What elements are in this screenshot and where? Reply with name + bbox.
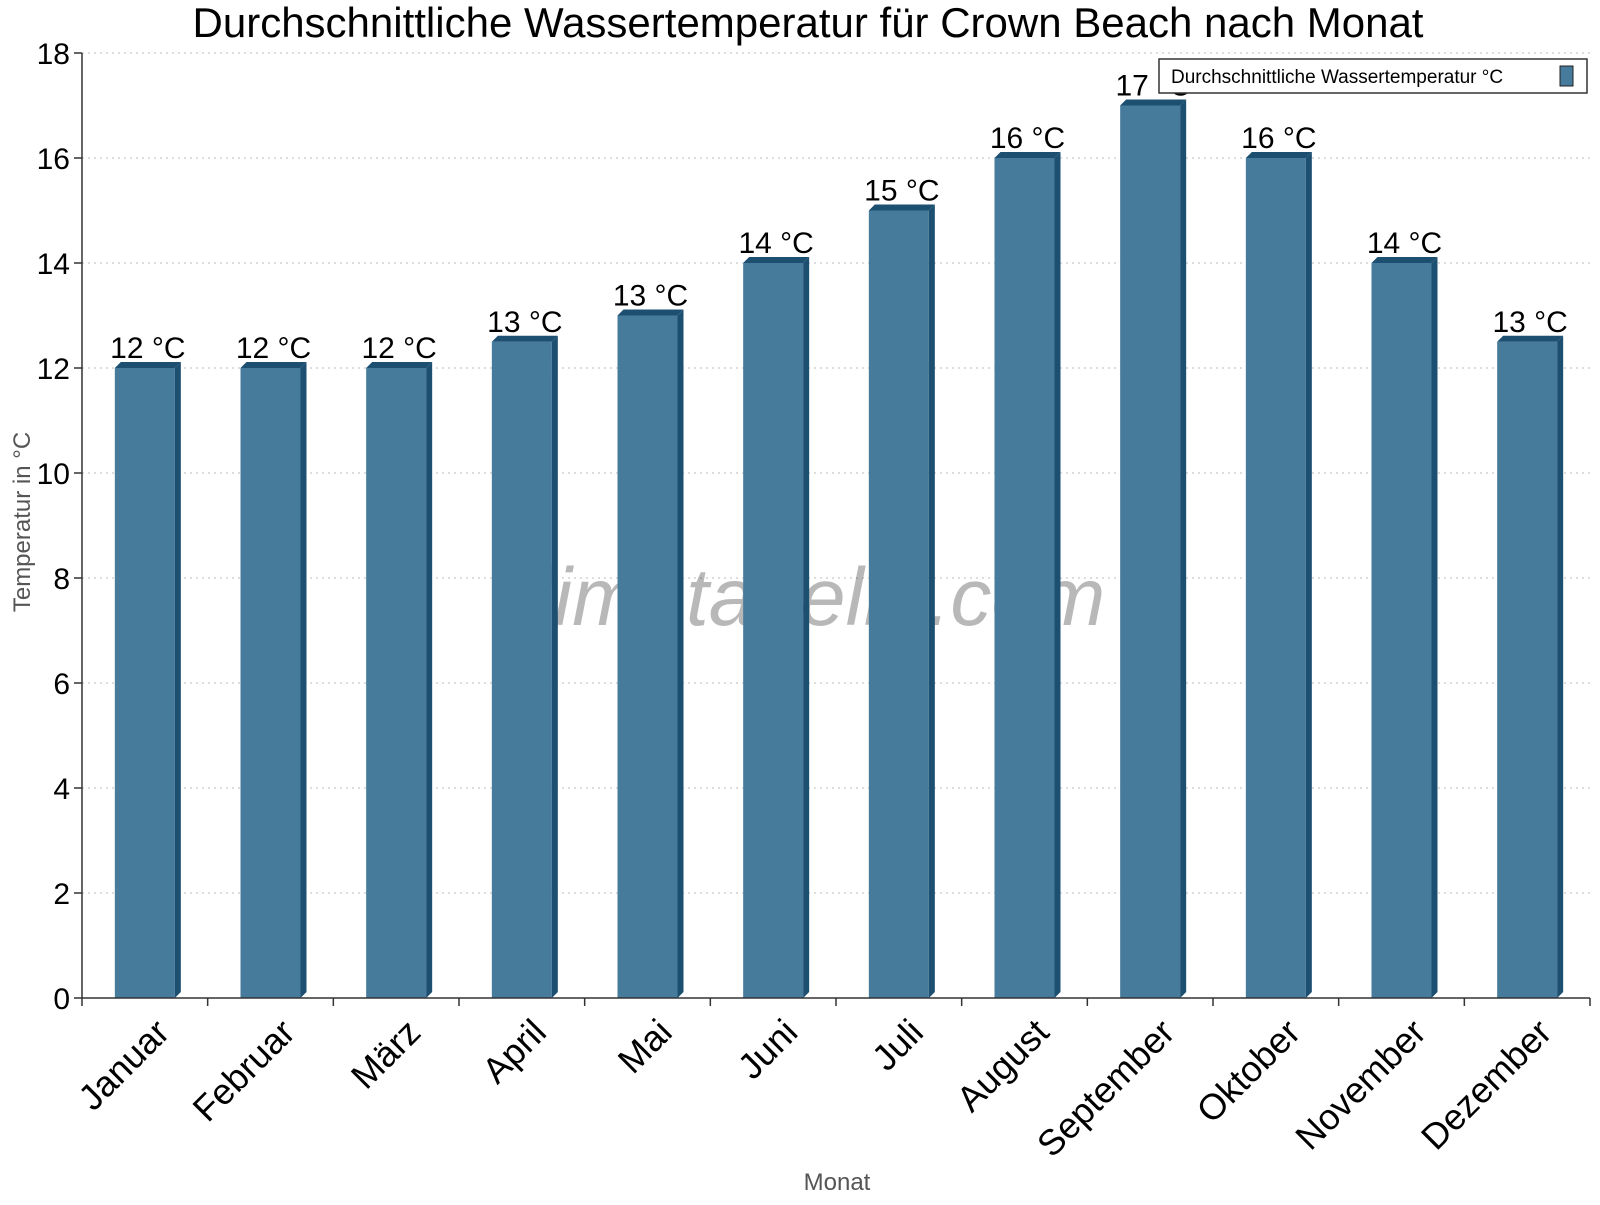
y-axis-title: Temperatur in °C [9,432,36,612]
bar[interactable] [1245,158,1306,998]
data-label: 14 °C [738,227,813,260]
bar-top [366,362,433,368]
bar-side [551,335,558,998]
data-label: 14 °C [1367,227,1442,260]
x-tick-label: März [343,1011,429,1097]
bar-side [677,309,684,998]
x-tick-label: August [948,1011,1056,1119]
y-tick-label: 6 [53,668,70,701]
data-labels: 12 °C 12 °C 12 °C 13 °C 13 °C 14 °C 15 °C 16 °C… [110,70,1568,366]
data-label: 15 °C [864,175,939,208]
x-tick-label: April [474,1011,554,1091]
bar-side [174,362,181,998]
bar[interactable] [1371,263,1432,998]
bar-top [1497,335,1564,342]
data-label: 13 °C [487,306,562,339]
bar-side [1431,257,1438,998]
bar-side [1180,99,1187,998]
bars [114,99,1564,999]
y-tick-label: 0 [53,983,70,1016]
bar-side [300,362,307,998]
bar[interactable] [366,368,427,998]
bar[interactable] [994,158,1055,998]
bar-top [1245,152,1312,158]
y-tick-label: 4 [53,773,70,806]
bar-top [240,362,307,368]
y-tick-label: 14 [37,248,70,281]
x-tick-label: Mai [610,1011,680,1081]
x-tick-label: Oktober [1188,1011,1308,1131]
bar-side [1305,152,1312,998]
data-label: 16 °C [990,122,1065,155]
bar[interactable] [1120,105,1181,999]
legend-swatch [1559,65,1574,87]
data-label: 13 °C [1492,306,1567,339]
bar-top [1120,99,1187,106]
bar-top [868,204,935,211]
bar-top [114,362,181,368]
legend-label: Durchschnittliche Wassertemperatur °C [1171,67,1503,88]
y-tick-label: 10 [37,458,70,491]
bar[interactable] [743,263,804,998]
bar[interactable] [868,210,929,999]
gridlines [82,52,1590,894]
x-tick-label: November [1287,1011,1433,1157]
y-tick-label: 16 [37,143,70,176]
bar[interactable] [617,315,678,999]
chart-title: Durchschnittliche Wassertemperatur für C… [193,0,1424,46]
y-tick-label: 2 [53,878,70,911]
x-tick-label: Januar [70,1011,177,1118]
bar-side [1054,152,1061,998]
bar[interactable] [1497,341,1558,998]
data-label: 12 °C [236,332,311,365]
x-tick-label: Februar [185,1011,303,1129]
data-label: 13 °C [613,280,688,313]
y-tick-label: 8 [53,563,70,596]
bar-side [426,362,433,998]
bar-top [994,152,1061,158]
bar[interactable] [114,368,175,998]
data-label: 12 °C [361,332,436,365]
bar-side [1557,335,1564,998]
bar-top [491,335,558,342]
x-tick-label: Dezember [1413,1011,1559,1157]
bar[interactable] [491,341,552,998]
x-axis-title: Monat [804,1169,871,1196]
x-tick-label: September [1029,1011,1183,1165]
y-tick-label: 12 [37,353,70,386]
data-label: 16 °C [1241,122,1316,155]
x-tick-label: Juni [730,1011,806,1087]
x-tick-label: Juli [864,1011,931,1078]
bar[interactable] [240,368,301,998]
data-label: 12 °C [110,332,185,365]
bar-top [617,309,684,316]
bar-side [803,257,810,998]
bar-top [743,257,810,263]
y-tick-label: 18 [37,38,70,71]
legend[interactable]: Durchschnittliche Wassertemperatur °C [1158,58,1588,94]
bar-side [928,204,935,998]
bar-top [1371,257,1438,263]
legend-box [1158,58,1588,94]
